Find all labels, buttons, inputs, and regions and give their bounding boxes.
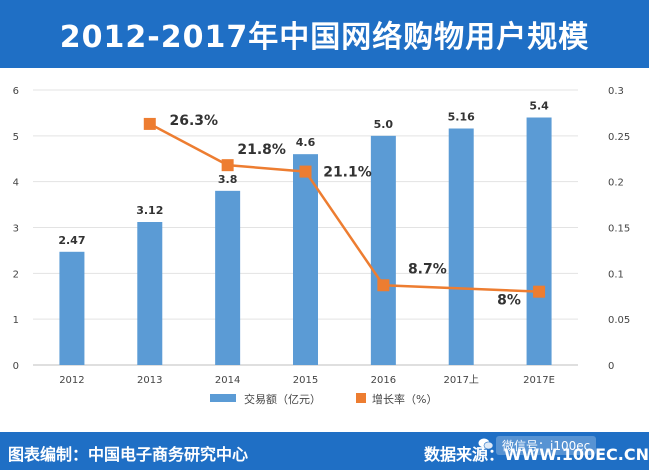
- growth-point: [533, 285, 546, 298]
- bar: [137, 222, 163, 365]
- bar: [370, 135, 396, 365]
- chart-footer: 图表编制：中国电子商务研究中心 数据来源：WWW.100EC.CN 微信号：i1…: [0, 432, 649, 470]
- y-right-tick-label: 0.15: [608, 224, 630, 235]
- chart-svg: 0 1 2 3 4 5 6 0 0.05 0.1 0.15 0.2 0.25 0.3 2.47 3.12 3.8…: [13, 86, 631, 406]
- y-right-tick-label: 0: [608, 361, 614, 372]
- y-left-tick-label: 6: [13, 86, 19, 97]
- growth-value-label: 21.8%: [237, 142, 286, 158]
- growth-value-label: 8%: [497, 293, 521, 309]
- growth-value-label: 8.7%: [408, 261, 447, 277]
- chart-area: 0 1 2 3 4 5 6 0 0.05 0.1 0.15 0.2 0.25 0.3 2.47 3.12 3.8…: [0, 68, 649, 432]
- bar-value-label: 5.4: [529, 100, 549, 113]
- y-right-tick-label: 0.05: [608, 315, 630, 326]
- growth-line: [149, 122, 540, 293]
- x-tick-label: 2016: [371, 375, 396, 386]
- y-left-tick-label: 4: [13, 178, 19, 189]
- bar: [448, 128, 474, 365]
- x-tick-label: 2013: [137, 375, 162, 386]
- y-left-tick-label: 2: [13, 269, 19, 280]
- bar: [215, 190, 241, 365]
- data-source: 数据来源：WWW.100EC.CN: [424, 445, 649, 464]
- legend-swatch-line: [356, 393, 366, 403]
- x-tick-label: 2017E: [523, 375, 555, 386]
- legend-label: 交易额（亿元）: [244, 392, 321, 406]
- bar-value-label: 4.6: [296, 136, 316, 149]
- bar: [59, 251, 85, 365]
- bar-value-label: 3.12: [136, 204, 163, 217]
- bar-value-label: 5.16: [448, 111, 475, 124]
- chart-title: 2012-2017年中国网络购物用户规模: [59, 20, 590, 55]
- y-right-tick-label: 0.3: [608, 86, 624, 97]
- y-left-tick-label: 5: [13, 132, 19, 143]
- growth-value-label: 26.3%: [169, 113, 218, 129]
- x-tick-label: 2017上: [443, 374, 478, 386]
- y-left-tick-label: 0: [13, 361, 19, 372]
- y-left-tick-label: 3: [13, 224, 19, 235]
- growth-point: [299, 165, 312, 178]
- bar-value-label: 2.47: [58, 234, 85, 247]
- legend-label: 增长率（%）: [372, 392, 437, 406]
- compiler-credit: 图表编制：中国电子商务研究中心: [8, 445, 249, 464]
- growth-point: [143, 117, 156, 130]
- bar-value-label: 5.0: [374, 118, 394, 131]
- chart-header: 2012-2017年中国网络购物用户规模: [0, 0, 649, 68]
- wechat-icon: [478, 438, 494, 450]
- y-right-tick-label: 0.2: [608, 178, 624, 189]
- legend-swatch-bar: [210, 394, 236, 402]
- bar: [293, 154, 318, 365]
- wechat-watermark: 微信号：i100ec: [496, 436, 597, 455]
- bar-value-label: 3.8: [218, 173, 238, 186]
- x-tick-label: 2015: [293, 375, 318, 386]
- bar: [526, 117, 552, 365]
- y-left-tick-label: 1: [13, 315, 19, 326]
- growth-value-label: 21.1%: [323, 165, 372, 181]
- growth-point: [221, 159, 234, 172]
- growth-point: [377, 279, 390, 292]
- y-right-tick-label: 0.1: [608, 269, 624, 280]
- x-tick-label: 2014: [215, 375, 240, 386]
- y-right-tick-label: 0.25: [608, 132, 630, 143]
- x-tick-label: 2012: [59, 375, 84, 386]
